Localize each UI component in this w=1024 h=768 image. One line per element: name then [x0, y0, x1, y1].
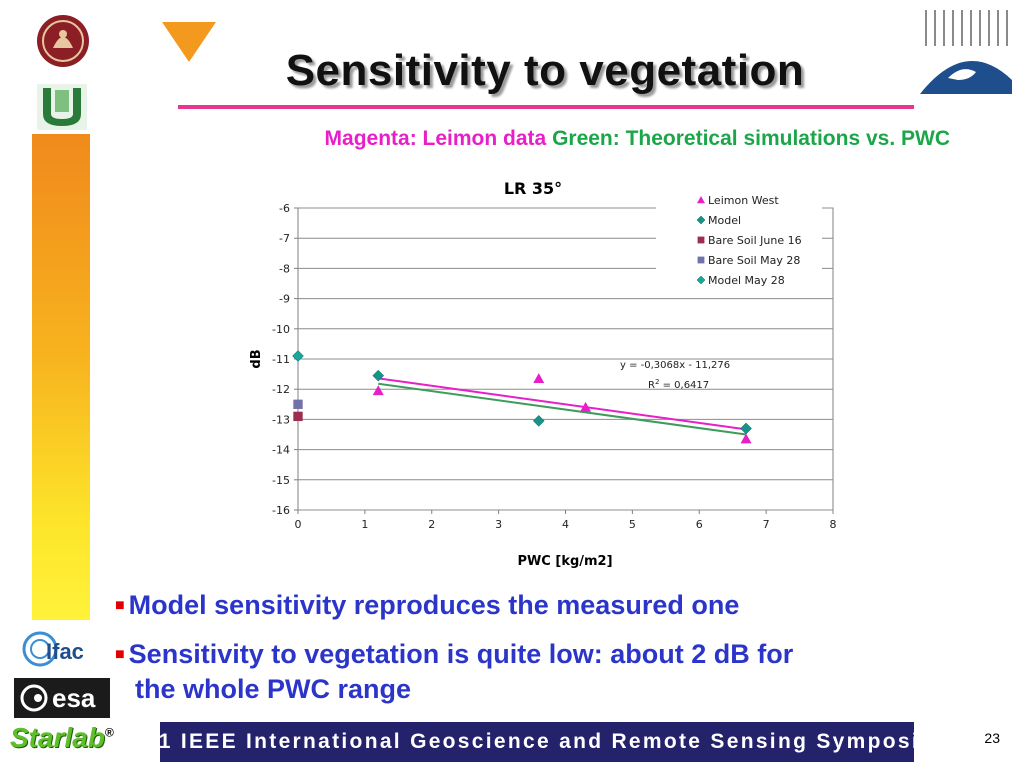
globe-antenna-logo: [920, 10, 1012, 94]
starlab-logo: Starlab®: [10, 722, 114, 754]
data-point: [372, 369, 385, 382]
data-point: [292, 350, 304, 362]
trend-equation: y = -0,3068x - 11,276: [620, 360, 730, 371]
bullet-text: Model sensitivity reproduces the measure…: [128, 590, 740, 620]
side-gradient-bar: [32, 134, 90, 620]
x-axis-label: PWC [kg/m2]: [517, 554, 612, 569]
r-squared-label: R2 = 0,6417: [648, 378, 709, 391]
legend-marker: [696, 275, 706, 285]
data-point: [740, 433, 752, 444]
data-point: [293, 411, 303, 422]
chart: LR 35° -6 -7 -8 -9 -10 -11 -12 -13 -14 -15 -16 0 1 2…: [249, 179, 837, 569]
legend-marker: [697, 236, 705, 244]
r-squared-exp: 2: [655, 378, 659, 386]
x-tick-label: 5: [629, 518, 636, 531]
y-tick-labels: -6 -7 -8 -9 -10 -11 -12 -13 -14 -15 -16: [272, 202, 290, 517]
starlab-logo-text: Starlab: [10, 722, 105, 753]
title-underline: [178, 105, 914, 109]
esa-logo-text: esa: [52, 683, 96, 713]
data-point: [293, 399, 303, 409]
x-tick-label: 2: [428, 518, 435, 531]
slide-subtitle: Magenta: Leimon data Green: Theoretical …: [100, 127, 990, 151]
bullet-item: ■ Sensitivity to vegetation is quite low:…: [115, 637, 1005, 672]
trendlines: [378, 377, 747, 436]
legend-label: Model: [708, 214, 741, 227]
legend: Leimon West Model Bare Soil June 16 Bare So…: [696, 194, 802, 287]
y-tick-label: -11: [272, 353, 290, 366]
y-tick-label: -15: [272, 474, 290, 487]
trendline: [378, 377, 747, 431]
conference-banner: 2011 IEEE International Geoscience and R…: [118, 722, 954, 762]
page-number: 23: [984, 730, 1000, 746]
bullet-text: the whole PWC range: [135, 674, 412, 704]
university-seal-logo: [37, 15, 89, 67]
bullet-square-icon: ■: [115, 646, 125, 663]
y-tick-label: -6: [279, 202, 290, 215]
legend-label: Model May 28: [708, 274, 785, 287]
subtitle-magenta: Magenta: Leimon data: [324, 127, 547, 150]
x-tick-label: 0: [295, 518, 302, 531]
y-tick-label: -7: [279, 232, 290, 245]
bullet-list: ■ Model sensitivity reproduces the measur…: [115, 588, 1005, 706]
bullet-text: Sensitivity to vegetation is quite low: …: [128, 639, 794, 669]
triangle-down-icon: [162, 22, 216, 62]
x-tick-label: 6: [696, 518, 703, 531]
ifac-logo: Ifac: [22, 631, 84, 667]
x-tick-label: 8: [830, 518, 837, 531]
r-squared-prefix: R: [648, 380, 655, 391]
y-tick-label: -10: [272, 323, 290, 336]
bullet-item-continuation: the whole PWC range: [115, 672, 1005, 706]
data-point: [580, 401, 592, 412]
y-tick-label: -13: [272, 413, 290, 426]
bullet-item: ■ Model sensitivity reproduces the measur…: [115, 588, 1005, 623]
x-tick-label: 7: [763, 518, 770, 531]
esa-logo: esa: [14, 678, 110, 718]
legend-marker: [696, 215, 706, 225]
x-tick-label: 4: [562, 518, 569, 531]
chart-title: LR 35°: [504, 179, 562, 198]
y-axis-label: dB: [249, 349, 264, 368]
data-point: [532, 415, 545, 427]
tor-vergata-logo: [37, 84, 87, 130]
legend-box: [656, 190, 822, 292]
data-point: [740, 422, 752, 435]
ifac-logo-text: Ifac: [46, 639, 84, 664]
y-tick-label: -14: [272, 444, 290, 457]
registered-mark: ®: [104, 725, 114, 740]
slide-title: Sensitivity to vegetation: [285, 46, 805, 95]
bullet-square-icon: ■: [115, 597, 125, 614]
data-points: [292, 350, 752, 444]
y-tick-label: -16: [272, 504, 290, 517]
legend-label: Bare Soil June 16: [708, 234, 802, 247]
trendline: [378, 382, 747, 436]
x-tick-label: 1: [361, 518, 368, 531]
r-squared-value: = 0,6417: [659, 380, 709, 391]
y-tick-label: -8: [279, 262, 290, 275]
legend-label: Leimon West: [708, 194, 779, 207]
subtitle-green: Green: Theoretical simulations vs. PWC: [552, 127, 950, 150]
legend-marker: [697, 256, 705, 264]
data-point: [533, 373, 545, 384]
y-tick-label: -9: [279, 293, 290, 306]
legend-marker: [697, 196, 705, 204]
y-tick-label: -12: [272, 383, 290, 396]
x-tick-labels: 0 1 2 3 4 5 6 7 8: [295, 518, 837, 531]
legend-label: Bare Soil May 28: [708, 254, 800, 267]
x-tick-label: 3: [495, 518, 502, 531]
data-point: [372, 385, 384, 396]
